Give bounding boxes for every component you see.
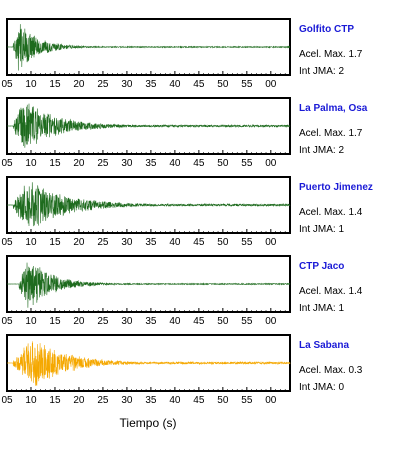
x-tick-label: 10 <box>25 395 37 406</box>
int-jma-label: Int JMA: 2 <box>299 145 344 156</box>
trace-panel: 05 10 15 20 25 30 35 40 45 50 55 00 La Sabana Acel. M… <box>1 334 363 406</box>
x-tick-label: 35 <box>145 79 157 90</box>
waveform-line <box>6 341 291 386</box>
waveform-line <box>6 182 291 227</box>
x-tick-label: 35 <box>145 395 157 406</box>
x-tick-label: 05 <box>1 237 13 248</box>
x-tick-label: 40 <box>169 395 181 406</box>
x-tick-label: 10 <box>25 79 37 90</box>
x-tick-label: 05 <box>1 79 13 90</box>
x-tick-label: 05 <box>1 395 13 406</box>
station-name: Puerto Jimenez <box>299 182 373 193</box>
x-tick-label: 30 <box>121 395 133 406</box>
x-tick-label: 15 <box>49 316 61 327</box>
station-name: Golfito CTP <box>299 24 354 35</box>
x-tick-label: 55 <box>241 237 253 248</box>
x-tick-label: 25 <box>97 79 109 90</box>
x-tick-label: 55 <box>241 158 253 169</box>
x-tick-label: 30 <box>121 79 133 90</box>
accel-max-label: Acel. Max. 0.3 <box>299 365 363 376</box>
x-tick-label: 55 <box>241 79 253 90</box>
x-tick-label: 00 <box>265 158 277 169</box>
x-tick-label: 50 <box>217 158 229 169</box>
x-tick-label: 55 <box>241 395 253 406</box>
x-tick-label: 05 <box>1 316 13 327</box>
accel-max-label: Acel. Max. 1.7 <box>299 49 363 60</box>
int-jma-label: Int JMA: 2 <box>299 66 344 77</box>
x-tick-label: 05 <box>1 158 13 169</box>
int-jma-label: Int JMA: 1 <box>299 224 344 235</box>
x-tick-label: 25 <box>97 237 109 248</box>
x-tick-label: 25 <box>97 316 109 327</box>
int-jma-label: Int JMA: 1 <box>299 303 344 314</box>
x-tick-label: 10 <box>25 237 37 248</box>
trace-panel: 05 10 15 20 25 30 35 40 45 50 55 00 CTP Jaco Acel. Ma… <box>1 255 363 327</box>
x-tick-label: 40 <box>169 237 181 248</box>
trace-panel: 05 10 15 20 25 30 35 40 45 50 55 00 Puerto Jimenez Ac… <box>1 176 373 248</box>
trace-panel: 05 10 15 20 25 30 35 40 45 50 55 00 Golfito CTP Acel.… <box>1 18 363 90</box>
x-tick-label: 50 <box>217 237 229 248</box>
x-tick-label: 15 <box>49 395 61 406</box>
x-tick-label: 20 <box>73 237 85 248</box>
x-tick-label: 50 <box>217 79 229 90</box>
x-tick-label: 20 <box>73 158 85 169</box>
station-name: CTP Jaco <box>299 261 344 272</box>
x-tick-label: 00 <box>265 237 277 248</box>
x-tick-label: 45 <box>193 237 205 248</box>
waveform-line <box>6 262 291 308</box>
x-tick-label: 50 <box>217 395 229 406</box>
x-tick-label: 40 <box>169 158 181 169</box>
trace-panel: 05 10 15 20 25 30 35 40 45 50 55 00 La Palma, Osa Ace… <box>1 97 368 169</box>
x-tick-label: 15 <box>49 79 61 90</box>
int-jma-label: Int JMA: 0 <box>299 382 344 393</box>
x-tick-label: 50 <box>217 316 229 327</box>
x-tick-label: 40 <box>169 316 181 327</box>
x-tick-label: 30 <box>121 316 133 327</box>
x-tick-label: 25 <box>97 395 109 406</box>
waveform-line <box>6 103 291 148</box>
x-tick-label: 00 <box>265 316 277 327</box>
x-tick-label: 15 <box>49 237 61 248</box>
x-tick-label: 40 <box>169 79 181 90</box>
x-tick-label: 30 <box>121 237 133 248</box>
x-tick-label: 45 <box>193 79 205 90</box>
x-tick-label: 20 <box>73 316 85 327</box>
x-tick-label: 20 <box>73 395 85 406</box>
x-tick-label: 00 <box>265 79 277 90</box>
x-tick-label: 35 <box>145 158 157 169</box>
x-tick-label: 20 <box>73 79 85 90</box>
accel-max-label: Acel. Max. 1.7 <box>299 128 363 139</box>
x-tick-label: 25 <box>97 158 109 169</box>
x-tick-label: 35 <box>145 237 157 248</box>
accel-max-label: Acel. Max. 1.4 <box>299 207 363 218</box>
x-tick-label: 35 <box>145 316 157 327</box>
accel-max-label: Acel. Max. 1.4 <box>299 286 363 297</box>
x-tick-label: 45 <box>193 158 205 169</box>
x-tick-label: 45 <box>193 316 205 327</box>
x-tick-label: 55 <box>241 316 253 327</box>
x-tick-label: 00 <box>265 395 277 406</box>
x-tick-label: 30 <box>121 158 133 169</box>
station-name: La Sabana <box>299 340 349 351</box>
waveform-line <box>6 24 291 71</box>
x-tick-label: 15 <box>49 158 61 169</box>
x-tick-label: 45 <box>193 395 205 406</box>
x-tick-label: 10 <box>25 316 37 327</box>
x-tick-label: 10 <box>25 158 37 169</box>
x-axis-label: Tiempo (s) <box>120 416 177 430</box>
station-name: La Palma, Osa <box>299 103 368 114</box>
